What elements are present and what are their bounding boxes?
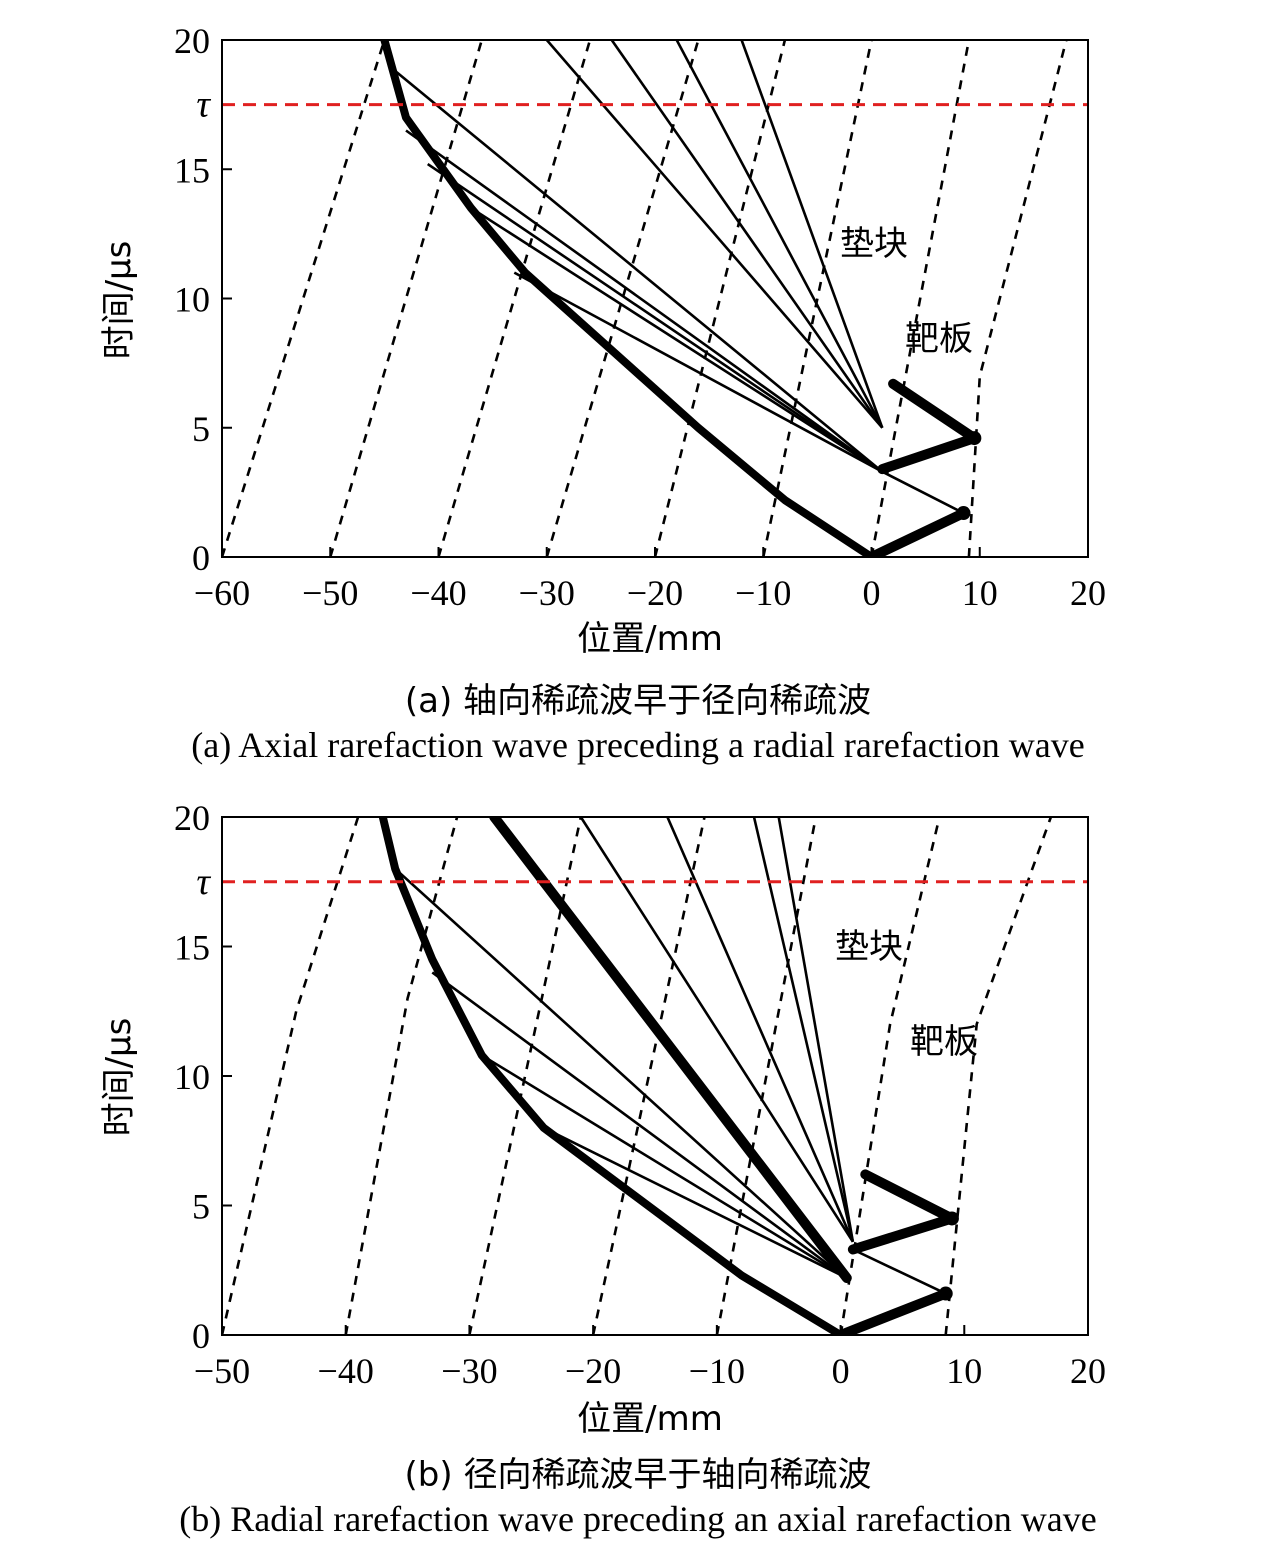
shock-front-line-4 <box>489 817 852 1283</box>
y-tick-label-1: 5 <box>192 409 210 449</box>
plot-area <box>222 817 1053 1335</box>
x-tick-label-3: −30 <box>519 573 575 613</box>
characteristic-dashed-line-0 <box>222 817 360 1335</box>
interface-point-1 <box>944 1211 959 1226</box>
rarefaction-line-1 <box>470 206 884 473</box>
plot-area <box>222 40 1068 557</box>
x-tick-label-3: −20 <box>565 1351 621 1391</box>
x-tick-label-1: −50 <box>302 573 358 613</box>
x-tick-label-4: −10 <box>689 1351 745 1391</box>
shock-front-line-1 <box>866 508 969 557</box>
panel-a-chart: τ −60 −50 −40 −30 −20 −10 0 10 20 0 5 10 15 20 位置/mm 时间/… <box>99 21 1106 659</box>
x-tick-label-5: −10 <box>735 573 791 613</box>
rarefaction-line-9 <box>881 470 965 515</box>
interface-point-0 <box>956 506 971 521</box>
rarefaction-line-8 <box>852 1248 947 1295</box>
panel-b-chart: τ −50 −40 −30 −20 −10 0 10 20 0 5 10 15 20 位置/mm 时间/μs 垫… <box>99 798 1106 1439</box>
rarefaction-line-0 <box>543 1126 848 1280</box>
x-tick-label-0: −50 <box>194 1351 250 1391</box>
shock-front-line-0 <box>380 40 876 557</box>
y-tick-label-4: 20 <box>174 798 210 838</box>
y-tick-label-3: 15 <box>174 150 210 190</box>
rarefaction-line-5 <box>666 817 855 1243</box>
rarefaction-line-3 <box>405 129 884 473</box>
x-tick-label-2: −40 <box>410 573 466 613</box>
rarefaction-line-4 <box>579 817 854 1243</box>
y-tick-label-1: 5 <box>192 1187 210 1227</box>
caption-b-cn: (b) 径向稀疏波早于轴向稀疏波 <box>404 1455 872 1495</box>
region-label-1: 靶板 <box>910 1022 978 1062</box>
characteristic-dashed-line-2 <box>437 40 592 557</box>
x-axis-label: 位置/mm <box>577 1399 723 1439</box>
region-label-0: 垫块 <box>835 927 903 967</box>
shock-front-line-0 <box>378 817 845 1335</box>
x-tick-label-6: 0 <box>863 573 881 613</box>
x-tick-label-7: 20 <box>1070 1351 1106 1391</box>
plot-frame <box>221 816 1089 1336</box>
rarefaction-line-6 <box>752 817 855 1243</box>
characteristic-dashed-line-0 <box>222 40 386 557</box>
x-tick-label-4: −20 <box>627 573 683 613</box>
rarefaction-line-2 <box>426 163 884 473</box>
x-tick-label-8: 20 <box>1070 573 1106 613</box>
region-label-0: 垫块 <box>840 224 908 264</box>
characteristic-dashed-line-1 <box>329 40 484 557</box>
rarefaction-line-0 <box>513 271 883 473</box>
y-tick-label-3: 15 <box>174 928 210 968</box>
x-tick-label-1: −40 <box>318 1351 374 1391</box>
y-tick-label-4: 20 <box>174 21 210 61</box>
caption-b-en: (b) Radial rarefaction wave preceding an… <box>179 1499 1097 1539</box>
y-tick-label-2: 10 <box>174 1057 210 1097</box>
characteristic-dashed-line-5 <box>762 40 873 557</box>
y-tick-label-0: 0 <box>192 538 210 578</box>
x-tick-label-0: −60 <box>194 573 250 613</box>
characteristic-dashed-line-3 <box>545 40 700 557</box>
tau-label: τ <box>196 861 211 903</box>
shock-front-line-3 <box>888 378 980 444</box>
y-axis-label: 时间/μs <box>99 1018 139 1137</box>
characteristic-dashed-line-4 <box>715 817 818 1335</box>
x-tick-label-5: 0 <box>832 1351 850 1391</box>
tau-label: τ <box>196 84 211 126</box>
x-tick-label-7: 10 <box>962 573 998 613</box>
characteristic-dashed-line-3 <box>591 817 706 1335</box>
characteristic-dashed-line-4 <box>653 40 787 557</box>
rarefaction-line-8 <box>740 40 884 429</box>
caption-a-en: (a) Axial rarefaction wave preceding a r… <box>191 725 1085 765</box>
x-axis-label: 位置/mm <box>577 619 723 659</box>
interface-point-1 <box>967 431 982 446</box>
characteristic-dashed-line-6 <box>944 817 1053 1335</box>
x-tick-label-2: −30 <box>441 1351 497 1391</box>
shock-front-line-2 <box>847 1213 957 1255</box>
y-tick-label-0: 0 <box>192 1316 210 1356</box>
region-label-1: 靶板 <box>905 319 973 359</box>
characteristic-dashed-line-6 <box>870 40 971 557</box>
shock-front-line-3 <box>860 1169 957 1224</box>
plot-frame <box>221 39 1089 558</box>
characteristic-dashed-line-5 <box>839 817 941 1335</box>
characteristic-dashed-line-1 <box>344 817 459 1335</box>
characteristic-dashed-line-7 <box>967 40 1068 557</box>
y-axis-label: 时间/μs <box>99 241 139 360</box>
shock-front-line-1 <box>835 1288 951 1335</box>
rarefaction-line-2 <box>431 971 848 1280</box>
rarefaction-line-6 <box>610 40 884 429</box>
y-tick-label-2: 10 <box>174 280 210 320</box>
characteristic-dashed-line-2 <box>468 817 583 1335</box>
interface-point-0 <box>938 1286 953 1301</box>
shock-front-line-2 <box>877 433 980 475</box>
rarefaction-line-7 <box>777 817 855 1243</box>
x-tick-label-6: 10 <box>946 1351 982 1391</box>
rarefaction-line-1 <box>481 1054 848 1280</box>
rarefaction-line-3 <box>394 867 848 1279</box>
rarefaction-line-4 <box>394 69 884 473</box>
caption-a-cn: (a) 轴向稀疏波早于径向稀疏波 <box>404 681 872 721</box>
